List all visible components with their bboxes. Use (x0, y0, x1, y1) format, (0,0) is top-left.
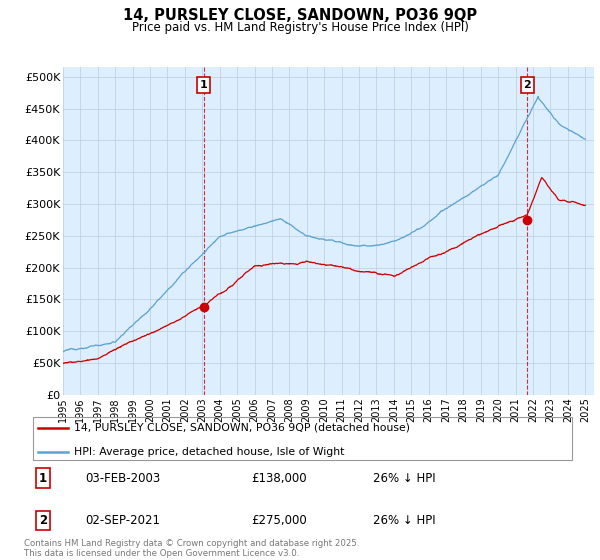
Text: £138,000: £138,000 (251, 472, 307, 485)
Text: 26% ↓ HPI: 26% ↓ HPI (373, 472, 436, 485)
Text: 03-FEB-2003: 03-FEB-2003 (85, 472, 160, 485)
Text: HPI: Average price, detached house, Isle of Wight: HPI: Average price, detached house, Isle… (74, 446, 344, 456)
Text: 02-SEP-2021: 02-SEP-2021 (85, 514, 160, 527)
Text: 1: 1 (200, 80, 208, 90)
Text: Price paid vs. HM Land Registry's House Price Index (HPI): Price paid vs. HM Land Registry's House … (131, 21, 469, 34)
Text: Contains HM Land Registry data © Crown copyright and database right 2025.
This d: Contains HM Land Registry data © Crown c… (24, 539, 359, 558)
Text: 1: 1 (39, 472, 47, 485)
Text: 2: 2 (523, 80, 531, 90)
Text: £275,000: £275,000 (251, 514, 307, 527)
Text: 14, PURSLEY CLOSE, SANDOWN, PO36 9QP: 14, PURSLEY CLOSE, SANDOWN, PO36 9QP (123, 8, 477, 24)
Text: 2: 2 (39, 514, 47, 527)
Text: 26% ↓ HPI: 26% ↓ HPI (373, 514, 436, 527)
Text: 14, PURSLEY CLOSE, SANDOWN, PO36 9QP (detached house): 14, PURSLEY CLOSE, SANDOWN, PO36 9QP (de… (74, 423, 410, 433)
